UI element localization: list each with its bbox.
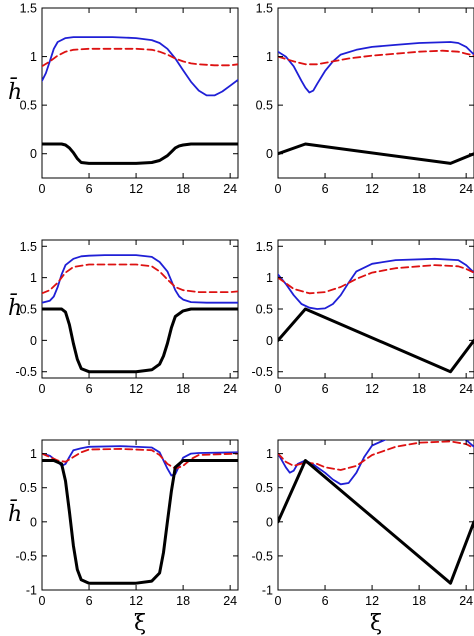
series-line-red-dashed — [278, 264, 474, 295]
x-tick-label: 6 — [322, 182, 329, 196]
x-tick-label: 18 — [412, 182, 426, 196]
y-tick-label: 0 — [30, 334, 37, 348]
x-tick-label: 18 — [176, 382, 190, 396]
x-tick-label: 6 — [86, 182, 93, 196]
panel-2: 0 6 12 18 24 0 0.5 1 1.5 — [256, 2, 474, 196]
series-line-solid-black — [278, 142, 474, 165]
x-tick-label: 18 — [176, 182, 190, 196]
y-tick-label: 0 — [266, 515, 273, 529]
x-tick-label: 0 — [39, 382, 46, 396]
x-tick-label: 12 — [365, 182, 379, 196]
panel-1: 0 6 12 18 24 0 0.5 1 1.5 h̄ — [8, 2, 239, 196]
x-tick-label: 24 — [459, 182, 473, 196]
y-tick-label: 1.5 — [256, 240, 273, 254]
y-tick-label: 1 — [266, 271, 273, 285]
x-axis-label: ξ — [370, 611, 382, 636]
x-tick-label: 18 — [412, 382, 426, 396]
y-axis-label: h̄ — [8, 499, 22, 527]
x-tick-label: 24 — [459, 382, 473, 396]
y-tick-label: -0.5 — [251, 365, 273, 379]
y-tick-label: 0.5 — [256, 303, 273, 317]
x-tick-label: 0 — [275, 594, 282, 608]
x-tick-label: 6 — [322, 594, 329, 608]
y-tick-label: 0 — [30, 515, 37, 529]
y-tick-label: 0 — [266, 334, 273, 348]
plot-frame — [277, 7, 474, 179]
x-axis-label: ξ — [134, 611, 146, 636]
panel-4: 0 6 12 18 24-0.500.511.5 — [251, 239, 474, 396]
series-line-blue — [278, 440, 474, 486]
series-group — [42, 254, 238, 374]
x-tick-label: 18 — [176, 594, 190, 608]
x-tick-label: 6 — [322, 382, 329, 396]
y-tick-label: -1 — [26, 584, 37, 598]
x-tick-label: 24 — [223, 182, 237, 196]
series-line-blue — [42, 36, 238, 97]
y-tick-label: -0.5 — [15, 549, 37, 563]
plot-frame — [41, 439, 239, 591]
series-line-blue — [42, 254, 238, 304]
y-tick-label: 1 — [30, 50, 37, 64]
panel-6: 0 6 12 18 24 -1 -0.5 0 0.5 1 ξ — [251, 439, 474, 636]
y-tick-label: 0.5 — [20, 99, 37, 113]
y-tick-label: 1 — [266, 447, 273, 461]
x-tick-label: 12 — [365, 594, 379, 608]
panel-5: 0 6 12 18 24 -1 -0.5 0 0.5 1 h̄ ξ — [8, 439, 239, 636]
y-tick-label: 1 — [30, 447, 37, 461]
y-tick-label: 0 — [266, 147, 273, 161]
x-tick-label: 12 — [129, 594, 143, 608]
series-line-red-dashed — [42, 47, 238, 68]
y-tick-label: 1.5 — [20, 240, 37, 254]
x-tick-label: 18 — [412, 594, 426, 608]
x-tick-label: 24 — [459, 594, 473, 608]
x-tick-label: 0 — [275, 382, 282, 396]
x-tick-label: 0 — [39, 594, 46, 608]
series-line-solid-black — [278, 307, 474, 374]
series-line-red-dashed — [42, 447, 238, 470]
x-tick-label: 12 — [129, 382, 143, 396]
series-line-red-dashed — [278, 49, 474, 66]
plot-frame — [277, 439, 474, 591]
panel-3: 0 6 12 18 24-0.500.511.5h̄ — [8, 239, 239, 396]
series-group — [42, 36, 238, 165]
series-group — [278, 257, 474, 374]
y-tick-label: 0.5 — [256, 481, 273, 495]
series-line-solid-black — [42, 307, 238, 374]
y-tick-label: 1 — [266, 50, 273, 64]
series-line-red-dashed — [42, 263, 238, 295]
series-group — [278, 440, 474, 585]
y-tick-label: -0.5 — [251, 549, 273, 563]
series-line-blue — [278, 41, 474, 94]
x-tick-label: 12 — [129, 182, 143, 196]
series-group — [42, 445, 238, 585]
series-line-blue — [278, 257, 474, 310]
x-tick-label: 12 — [365, 382, 379, 396]
x-tick-label: 0 — [39, 182, 46, 196]
series-group — [278, 41, 474, 165]
x-tick-label: 6 — [86, 594, 93, 608]
y-tick-label: 0.5 — [256, 99, 273, 113]
y-tick-label: 1.5 — [256, 2, 273, 16]
series-line-red-dashed — [278, 440, 474, 471]
y-tick-label: 1.5 — [20, 2, 37, 16]
series-line-solid-black — [42, 142, 238, 165]
y-tick-label: -1 — [262, 584, 273, 598]
y-axis-label: h̄ — [8, 293, 22, 321]
y-tick-label: 0.5 — [20, 303, 37, 317]
y-tick-label: -0.5 — [15, 365, 37, 379]
plot-frame — [41, 7, 239, 179]
x-tick-label: 6 — [86, 382, 93, 396]
x-tick-label: 24 — [223, 594, 237, 608]
y-axis-label: h̄ — [8, 77, 22, 105]
x-tick-label: 24 — [223, 382, 237, 396]
y-tick-label: 0 — [30, 147, 37, 161]
series-line-solid-black — [42, 459, 238, 585]
y-tick-label: 0.5 — [20, 481, 37, 495]
series-line-solid-black — [278, 459, 474, 585]
x-tick-label: 0 — [275, 182, 282, 196]
y-tick-label: 1 — [30, 271, 37, 285]
